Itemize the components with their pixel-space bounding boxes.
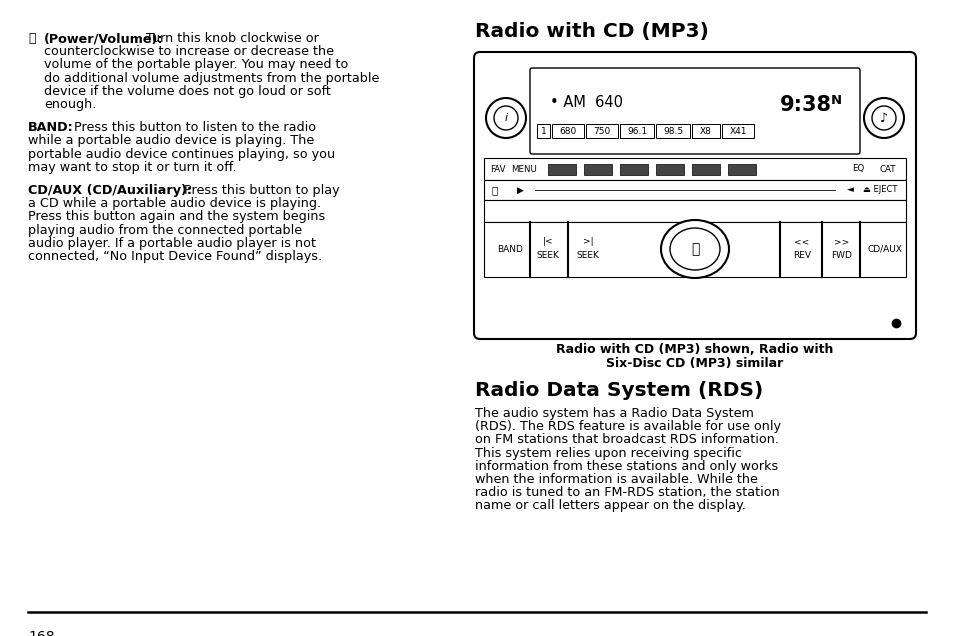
Text: Six-Disc CD (MP3) similar: Six-Disc CD (MP3) similar bbox=[606, 357, 782, 370]
Text: a CD while a portable audio device is playing.: a CD while a portable audio device is pl… bbox=[28, 197, 321, 211]
Text: 168: 168 bbox=[28, 630, 54, 636]
Text: This system relies upon receiving specific: This system relies upon receiving specif… bbox=[475, 446, 741, 460]
Text: information from these stations and only works: information from these stations and only… bbox=[475, 460, 778, 473]
Text: Press this button to play: Press this button to play bbox=[175, 184, 339, 197]
Bar bbox=[483, 200, 905, 222]
Bar bbox=[691, 124, 720, 138]
Text: 680: 680 bbox=[558, 127, 576, 135]
Text: while a portable audio device is playing. The: while a portable audio device is playing… bbox=[28, 134, 314, 148]
Bar bbox=[721, 124, 753, 138]
Text: name or call letters appear on the display.: name or call letters appear on the displ… bbox=[475, 499, 745, 513]
Text: ♪: ♪ bbox=[879, 111, 887, 125]
Text: EQ: EQ bbox=[851, 165, 863, 174]
Text: (Power/Volume):: (Power/Volume): bbox=[44, 32, 163, 45]
Bar bbox=[583, 164, 612, 175]
Ellipse shape bbox=[669, 228, 720, 270]
Text: 750: 750 bbox=[593, 127, 610, 135]
Text: X8: X8 bbox=[700, 127, 711, 135]
Text: enough.: enough. bbox=[44, 98, 96, 111]
Text: 98.5: 98.5 bbox=[662, 127, 682, 135]
Text: 1: 1 bbox=[540, 127, 546, 135]
Text: radio is tuned to an FM-RDS station, the station: radio is tuned to an FM-RDS station, the… bbox=[475, 486, 779, 499]
Text: playing audio from the connected portable: playing audio from the connected portabl… bbox=[28, 224, 302, 237]
Text: ◄: ◄ bbox=[845, 186, 853, 195]
Text: SEEK: SEEK bbox=[536, 251, 558, 261]
Text: The audio system has a Radio Data System: The audio system has a Radio Data System bbox=[475, 407, 753, 420]
Text: may want to stop it or turn it off.: may want to stop it or turn it off. bbox=[28, 161, 236, 174]
Text: connected, “No Input Device Found” displays.: connected, “No Input Device Found” displ… bbox=[28, 250, 322, 263]
Text: CD/AUX: CD/AUX bbox=[866, 244, 902, 254]
Circle shape bbox=[871, 106, 895, 130]
Bar bbox=[483, 180, 905, 200]
Text: Press this button again and the system begins: Press this button again and the system b… bbox=[28, 211, 325, 223]
Text: volume of the portable player. You may need to: volume of the portable player. You may n… bbox=[44, 59, 348, 71]
Text: ⏏ EJECT: ⏏ EJECT bbox=[862, 186, 896, 195]
Text: SEEK: SEEK bbox=[576, 251, 598, 261]
Text: MENU: MENU bbox=[511, 165, 537, 174]
Bar bbox=[552, 124, 583, 138]
FancyBboxPatch shape bbox=[530, 68, 859, 154]
Text: Radio with CD (MP3) shown, Radio with: Radio with CD (MP3) shown, Radio with bbox=[556, 343, 833, 356]
Text: 96.1: 96.1 bbox=[626, 127, 646, 135]
Ellipse shape bbox=[660, 220, 728, 278]
FancyBboxPatch shape bbox=[474, 52, 915, 339]
Text: Turn this knob clockwise or: Turn this knob clockwise or bbox=[138, 32, 318, 45]
Bar bbox=[727, 164, 755, 175]
Bar bbox=[483, 158, 905, 180]
Text: CAT: CAT bbox=[879, 165, 895, 174]
Text: ▶: ▶ bbox=[516, 186, 523, 195]
Text: REV: REV bbox=[792, 251, 810, 261]
Circle shape bbox=[494, 106, 517, 130]
Text: CD/AUX (CD/Auxiliary):: CD/AUX (CD/Auxiliary): bbox=[28, 184, 192, 197]
Text: ⏻: ⏻ bbox=[492, 185, 497, 195]
Bar bbox=[619, 124, 654, 138]
Bar bbox=[656, 164, 683, 175]
Text: when the information is available. While the: when the information is available. While… bbox=[475, 473, 757, 486]
Text: >>: >> bbox=[834, 237, 849, 247]
Text: do additional volume adjustments from the portable: do additional volume adjustments from th… bbox=[44, 72, 379, 85]
Text: >|: >| bbox=[582, 237, 593, 247]
Text: |<: |< bbox=[542, 237, 553, 247]
Bar bbox=[619, 164, 647, 175]
Text: • AM  640: • AM 640 bbox=[550, 95, 622, 110]
Text: FWD: FWD bbox=[831, 251, 852, 261]
Bar bbox=[483, 222, 905, 277]
Text: device if the volume does not go loud or soft: device if the volume does not go loud or… bbox=[44, 85, 331, 98]
Text: BAND:: BAND: bbox=[28, 121, 73, 134]
Bar bbox=[585, 124, 618, 138]
Text: Radio with CD (MP3): Radio with CD (MP3) bbox=[475, 22, 708, 41]
Text: 9:38ᴺ: 9:38ᴺ bbox=[779, 95, 842, 115]
Bar bbox=[691, 164, 720, 175]
Text: portable audio device continues playing, so you: portable audio device continues playing,… bbox=[28, 148, 335, 161]
Bar bbox=[537, 124, 550, 138]
Text: counterclockwise to increase or decrease the: counterclockwise to increase or decrease… bbox=[44, 45, 334, 59]
Text: X41: X41 bbox=[728, 127, 746, 135]
Text: (RDS). The RDS feature is available for use only: (RDS). The RDS feature is available for … bbox=[475, 420, 781, 433]
Text: audio player. If a portable audio player is not: audio player. If a portable audio player… bbox=[28, 237, 315, 250]
Text: i: i bbox=[504, 113, 507, 123]
Text: FAV: FAV bbox=[490, 165, 505, 174]
Text: ⏻: ⏻ bbox=[690, 242, 699, 256]
Text: BAND: BAND bbox=[497, 244, 522, 254]
Text: on FM stations that broadcast RDS information.: on FM stations that broadcast RDS inform… bbox=[475, 433, 779, 446]
Circle shape bbox=[863, 98, 903, 138]
Bar bbox=[547, 164, 576, 175]
Text: ⏻: ⏻ bbox=[28, 32, 35, 45]
Bar bbox=[656, 124, 689, 138]
Circle shape bbox=[485, 98, 525, 138]
Text: Press this button to listen to the radio: Press this button to listen to the radio bbox=[66, 121, 315, 134]
Text: <<: << bbox=[794, 237, 809, 247]
Text: Radio Data System (RDS): Radio Data System (RDS) bbox=[475, 381, 762, 400]
